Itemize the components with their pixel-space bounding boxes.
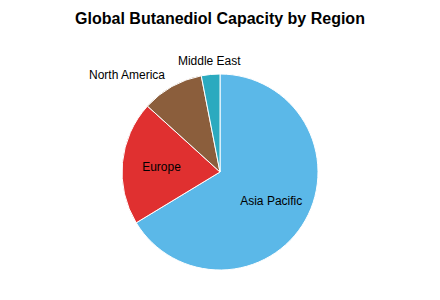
slice-label: Asia Pacific [240, 194, 302, 208]
slice [201, 74, 220, 172]
title: Global Butanediol Capacity by Region [75, 10, 365, 27]
labels: Asia Pacific Europe North America Middle Ea… [89, 54, 302, 208]
pie [122, 74, 318, 270]
slice-label: North America [89, 68, 165, 82]
slice-label: Europe [142, 160, 181, 174]
slice-label: Middle East [178, 54, 241, 68]
chart: Global Butanediol Capacity by Region Asia… [0, 0, 440, 300]
slice [136, 74, 318, 270]
